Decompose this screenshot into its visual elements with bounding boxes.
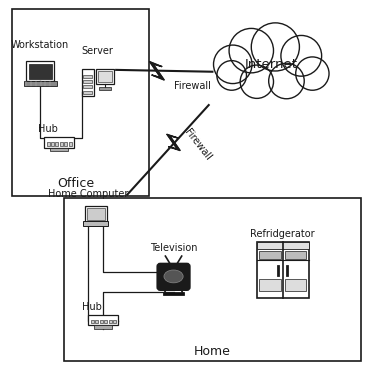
FancyBboxPatch shape xyxy=(47,142,50,146)
FancyBboxPatch shape xyxy=(83,80,92,83)
Text: Hub: Hub xyxy=(82,302,102,312)
Ellipse shape xyxy=(164,270,183,283)
Circle shape xyxy=(269,63,304,99)
FancyBboxPatch shape xyxy=(259,279,280,291)
Circle shape xyxy=(281,35,322,76)
FancyBboxPatch shape xyxy=(104,320,107,323)
Text: Internet: Internet xyxy=(245,58,298,71)
FancyBboxPatch shape xyxy=(13,9,150,196)
Circle shape xyxy=(229,28,273,73)
FancyBboxPatch shape xyxy=(60,142,63,146)
FancyBboxPatch shape xyxy=(51,142,54,146)
Text: Firewall: Firewall xyxy=(183,127,213,162)
FancyBboxPatch shape xyxy=(285,279,307,291)
FancyBboxPatch shape xyxy=(29,63,52,79)
Circle shape xyxy=(251,23,300,71)
Text: Refridgerator: Refridgerator xyxy=(250,229,315,239)
FancyBboxPatch shape xyxy=(83,91,92,94)
Text: Home Computer: Home Computer xyxy=(48,189,129,199)
FancyBboxPatch shape xyxy=(26,61,54,81)
FancyBboxPatch shape xyxy=(87,208,105,220)
FancyBboxPatch shape xyxy=(100,320,103,323)
FancyBboxPatch shape xyxy=(257,242,309,298)
Polygon shape xyxy=(150,62,164,80)
Text: Server: Server xyxy=(82,46,114,56)
FancyBboxPatch shape xyxy=(83,221,109,226)
FancyBboxPatch shape xyxy=(113,320,116,323)
FancyBboxPatch shape xyxy=(44,137,73,148)
FancyBboxPatch shape xyxy=(95,320,98,323)
Text: Office: Office xyxy=(57,177,94,190)
FancyBboxPatch shape xyxy=(98,71,112,82)
FancyBboxPatch shape xyxy=(82,69,94,96)
FancyBboxPatch shape xyxy=(100,87,111,90)
Text: Television: Television xyxy=(150,243,197,253)
FancyBboxPatch shape xyxy=(91,320,94,323)
FancyBboxPatch shape xyxy=(257,242,309,250)
FancyBboxPatch shape xyxy=(163,292,184,295)
Circle shape xyxy=(213,45,252,84)
Circle shape xyxy=(240,65,273,98)
FancyBboxPatch shape xyxy=(285,251,307,259)
Text: Firewall: Firewall xyxy=(173,81,210,91)
Text: Workstation: Workstation xyxy=(11,40,69,50)
Circle shape xyxy=(217,61,247,90)
Text: Hub: Hub xyxy=(38,124,57,134)
FancyBboxPatch shape xyxy=(50,148,68,151)
FancyBboxPatch shape xyxy=(83,85,92,88)
Text: Home: Home xyxy=(194,345,231,358)
FancyBboxPatch shape xyxy=(64,142,67,146)
Circle shape xyxy=(296,57,329,90)
FancyBboxPatch shape xyxy=(94,325,112,329)
FancyBboxPatch shape xyxy=(69,142,72,146)
FancyBboxPatch shape xyxy=(85,206,107,222)
FancyBboxPatch shape xyxy=(64,198,360,361)
FancyBboxPatch shape xyxy=(23,81,57,86)
FancyBboxPatch shape xyxy=(109,320,112,323)
FancyBboxPatch shape xyxy=(157,263,190,290)
FancyBboxPatch shape xyxy=(259,251,280,259)
FancyBboxPatch shape xyxy=(96,69,114,84)
FancyBboxPatch shape xyxy=(88,315,118,325)
FancyBboxPatch shape xyxy=(56,142,59,146)
Polygon shape xyxy=(167,134,180,151)
FancyBboxPatch shape xyxy=(83,75,92,78)
